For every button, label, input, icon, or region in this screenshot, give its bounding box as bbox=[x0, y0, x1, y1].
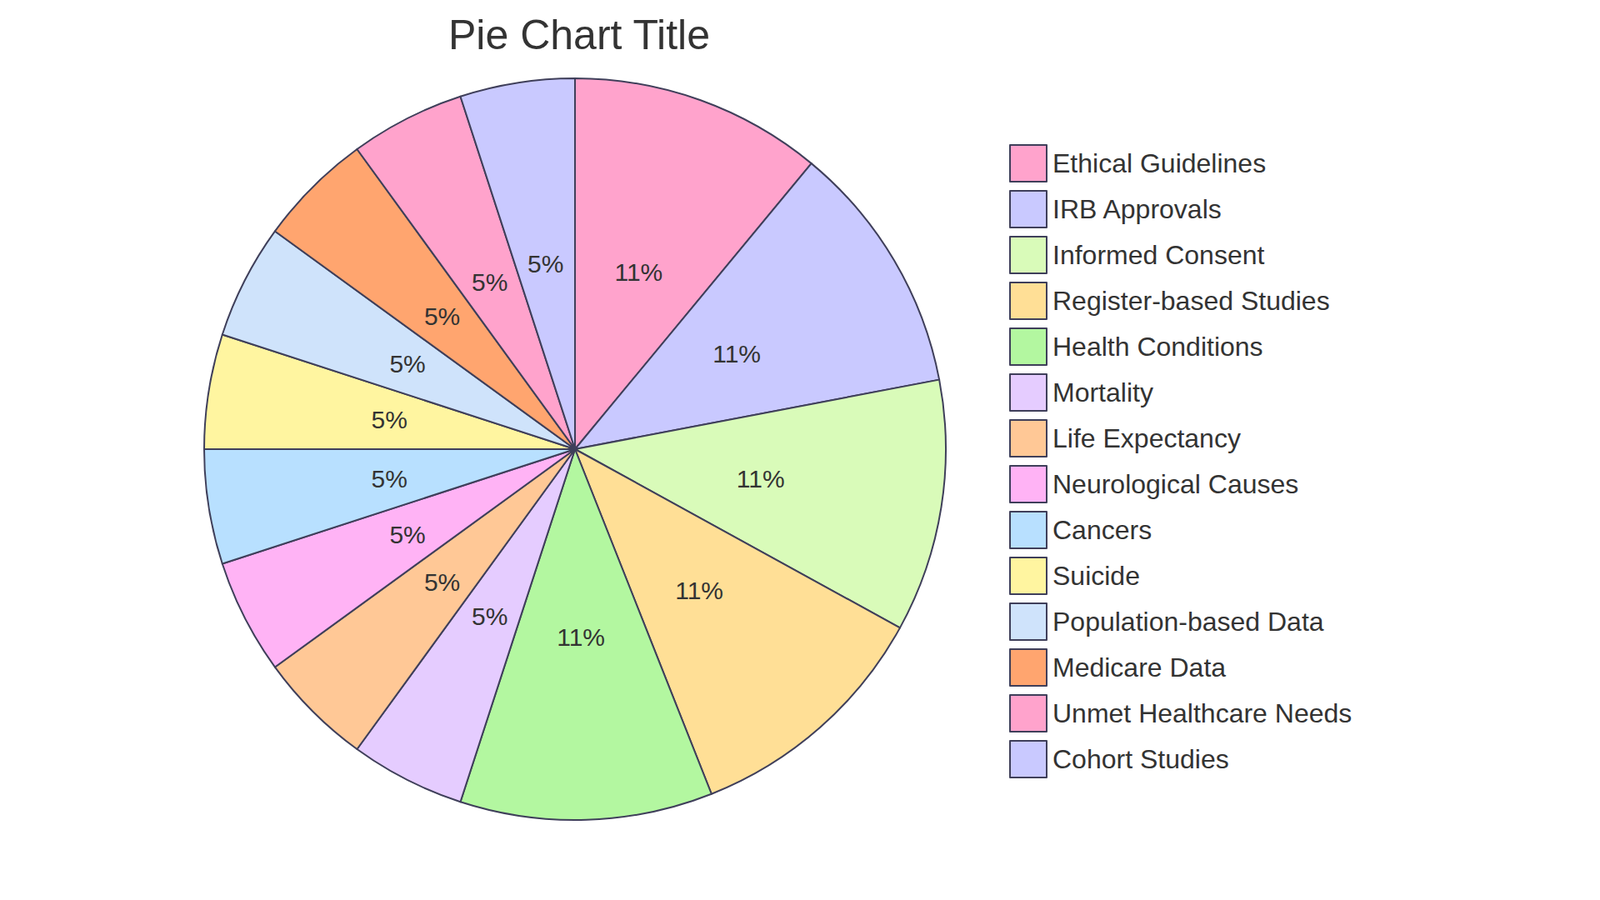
svg-text:5%: 5% bbox=[471, 268, 508, 296]
svg-text:5%: 5% bbox=[389, 520, 425, 549]
svg-text:5%: 5% bbox=[371, 405, 408, 434]
svg-text:Health Conditions: Health Conditions bbox=[1052, 331, 1264, 362]
svg-text:11%: 11% bbox=[675, 576, 724, 605]
svg-text:Medicare Data: Medicare Data bbox=[1052, 652, 1226, 683]
svg-text:11%: 11% bbox=[614, 258, 663, 286]
svg-text:Life Expectancy: Life Expectancy bbox=[1052, 423, 1241, 454]
svg-text:5%: 5% bbox=[424, 302, 460, 330]
svg-text:5%: 5% bbox=[371, 465, 408, 493]
svg-text:Mortality: Mortality bbox=[1052, 377, 1154, 408]
svg-text:11%: 11% bbox=[556, 623, 605, 651]
svg-text:5%: 5% bbox=[527, 250, 564, 278]
svg-text:Cohort Studies: Cohort Studies bbox=[1052, 744, 1230, 775]
svg-text:Unmet Healthcare Needs: Unmet Healthcare Needs bbox=[1052, 698, 1352, 729]
svg-text:IRB Approvals: IRB Approvals bbox=[1052, 194, 1222, 225]
svg-text:Neurological Causes: Neurological Causes bbox=[1052, 469, 1299, 500]
svg-text:Ethical Guidelines: Ethical Guidelines bbox=[1052, 148, 1266, 179]
svg-text:Population-based Data: Population-based Data bbox=[1052, 606, 1325, 637]
svg-text:11%: 11% bbox=[736, 465, 785, 493]
svg-text:11%: 11% bbox=[712, 340, 761, 368]
svg-text:Cancers: Cancers bbox=[1052, 515, 1152, 545]
svg-text:5%: 5% bbox=[389, 350, 425, 378]
svg-text:Suicide: Suicide bbox=[1052, 560, 1140, 591]
svg-text:5%: 5% bbox=[424, 568, 460, 596]
svg-text:Pie Chart Title: Pie Chart Title bbox=[448, 11, 710, 59]
svg-text:5%: 5% bbox=[471, 602, 508, 630]
svg-text:Informed Consent: Informed Consent bbox=[1052, 240, 1265, 270]
svg-text:Register-based Studies: Register-based Studies bbox=[1052, 285, 1330, 316]
